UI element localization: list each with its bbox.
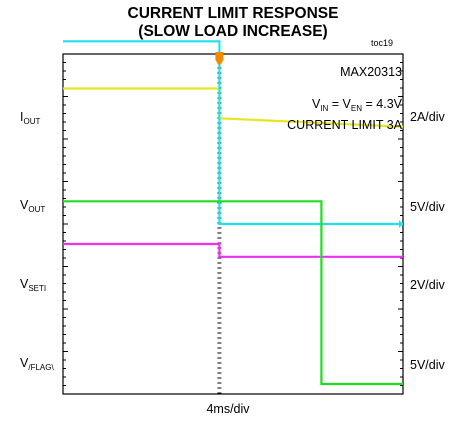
scale-vseti: 2V/div xyxy=(410,278,445,292)
scale-vflag: 5V/div xyxy=(410,358,445,372)
channel-label-iout: IOUT xyxy=(20,110,41,126)
trigger-marker-icon xyxy=(215,52,224,66)
trace-vout xyxy=(63,40,403,226)
scale-vout: 5V/div xyxy=(410,200,445,214)
test-condition: VIN = VEN = 4.3V CURRENT LIMIT 3A xyxy=(232,96,402,133)
chart-title-line-2: (SLOW LOAD INCREASE) xyxy=(138,23,328,40)
vout-offset-marker-icon xyxy=(399,220,403,228)
condition-current-limit: CURRENT LIMIT 3A xyxy=(287,118,402,132)
chart-title-line-1: CURRENT LIMIT RESPONSE xyxy=(127,5,339,22)
condition-voltage: VIN = VEN = 4.3V xyxy=(311,97,402,113)
trace-vset xyxy=(63,242,403,258)
channel-label-vseti: VSETI xyxy=(20,277,47,293)
trace-vflag xyxy=(63,200,403,386)
scale-iout: 2A/div xyxy=(410,110,445,124)
part-number: MAX20313 xyxy=(340,65,402,79)
channel-label-vflag: V/FLAG\ xyxy=(20,356,54,372)
channel-label-vout: VOUT xyxy=(20,198,46,214)
figure-id: toc19 xyxy=(371,38,394,48)
time-scale: 4ms/div xyxy=(206,402,250,416)
